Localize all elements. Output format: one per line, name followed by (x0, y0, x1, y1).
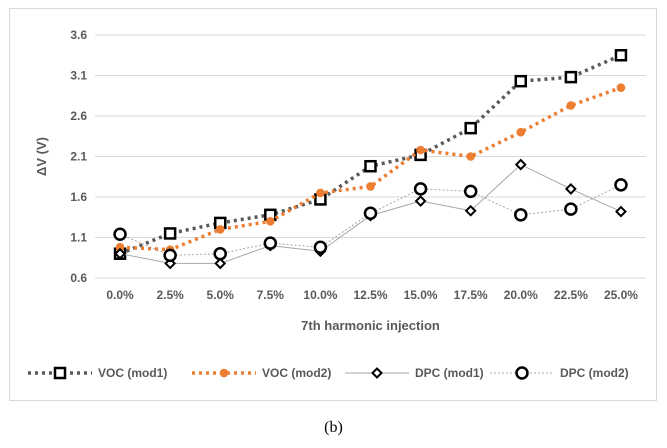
data-point (364, 159, 377, 173)
x-tick-labels: 0.0% 2.5% 5.0% 7.5% 10.0% 12.5% 15.0% 17.5% 20.0… (106, 288, 638, 302)
x-tick-label: 7.5% (257, 288, 285, 302)
y-tick-label: 2.6 (70, 109, 87, 123)
y-tick-labels: 0.6 1.1 1.6 2.1 2.6 3.1 3.6 (70, 28, 87, 285)
data-point (215, 225, 225, 234)
legend-marker (219, 368, 229, 378)
data-point (313, 240, 328, 254)
y-axis-title: ΔV (V) (34, 137, 49, 176)
series-line (119, 184, 622, 256)
data-point (516, 127, 526, 137)
line-chart: 0.6 1.1 1.6 2.1 2.6 3.1 3.6 0.0% 2.5% 5.0% 7.5% 10… (28, 28, 646, 380)
data-point (614, 178, 628, 192)
series-voc-mod1 (113, 49, 628, 260)
series-line (119, 86, 622, 252)
series-dpc-mod2 (113, 178, 628, 263)
data-point (263, 236, 278, 250)
data-point (416, 145, 425, 155)
data-point (413, 182, 428, 196)
data-point (614, 49, 628, 62)
data-point (464, 121, 477, 135)
legend-label: DPC (mod2) (560, 366, 629, 380)
legend-marker (53, 366, 67, 380)
data-point (213, 246, 227, 261)
series-layer (113, 49, 628, 270)
data-point (113, 227, 127, 242)
legend-item: VOC (mod2) (192, 366, 331, 380)
series-voc-mod2 (115, 83, 626, 254)
x-tick-label: 22.5% (554, 288, 588, 302)
legend-label: VOC (mod2) (262, 366, 331, 380)
data-point (266, 217, 275, 226)
x-tick-label: 2.5% (156, 288, 184, 302)
y-tick-label: 2.1 (70, 150, 87, 164)
legend-item: DPC (mod1) (345, 366, 484, 380)
grid-lines (95, 34, 646, 279)
y-tick-label: 3.1 (70, 69, 87, 83)
data-point (363, 206, 378, 220)
data-point (316, 188, 325, 198)
data-point (414, 195, 427, 207)
data-point (163, 248, 177, 263)
x-tick-label: 0.0% (106, 288, 134, 302)
x-tick-label: 5.0% (207, 288, 235, 302)
y-tick-label: 1.1 (70, 231, 87, 245)
y-tick-label: 0.6 (70, 271, 87, 285)
data-point (564, 70, 578, 84)
legend-marker (371, 367, 383, 379)
data-point (214, 257, 227, 270)
data-point (514, 74, 528, 88)
data-point (514, 208, 528, 222)
data-point (464, 204, 477, 217)
x-tick-label: 12.5% (353, 288, 387, 302)
y-tick-label: 1.6 (70, 190, 87, 204)
legend-item: VOC (mod1) (28, 366, 167, 380)
data-point (114, 247, 126, 260)
data-point (466, 152, 475, 161)
x-tick-label: 25.0% (604, 288, 638, 302)
data-point (564, 202, 578, 216)
legend-item: DPC (mod2) (490, 366, 629, 380)
legend: VOC (mod1) VOC (mod2) DPC (mod1) DPC (mod2) (28, 366, 629, 380)
chart-frame: 0.6 1.1 1.6 2.1 2.6 3.1 3.6 0.0% 2.5% 5.0% 7.5% 10… (9, 8, 657, 401)
x-tick-label: 17.5% (454, 288, 488, 302)
y-tick-label: 3.6 (70, 28, 87, 42)
data-point (616, 83, 626, 92)
x-axis-title: 7th harmonic injection (301, 318, 440, 333)
x-tick-label: 20.0% (504, 288, 538, 302)
legend-marker (515, 366, 529, 380)
figure-caption: (b) (324, 419, 343, 436)
data-point (463, 184, 478, 199)
series-line (119, 53, 622, 256)
data-point (163, 227, 177, 240)
data-point (615, 205, 627, 218)
x-tick-label: 15.0% (404, 288, 438, 302)
data-point (514, 158, 527, 171)
data-point (366, 182, 375, 191)
data-point (564, 182, 577, 195)
legend-label: VOC (mod1) (98, 366, 167, 380)
x-tick-label: 10.0% (303, 288, 337, 302)
data-point (566, 101, 576, 110)
legend-label: DPC (mod1) (415, 366, 484, 380)
